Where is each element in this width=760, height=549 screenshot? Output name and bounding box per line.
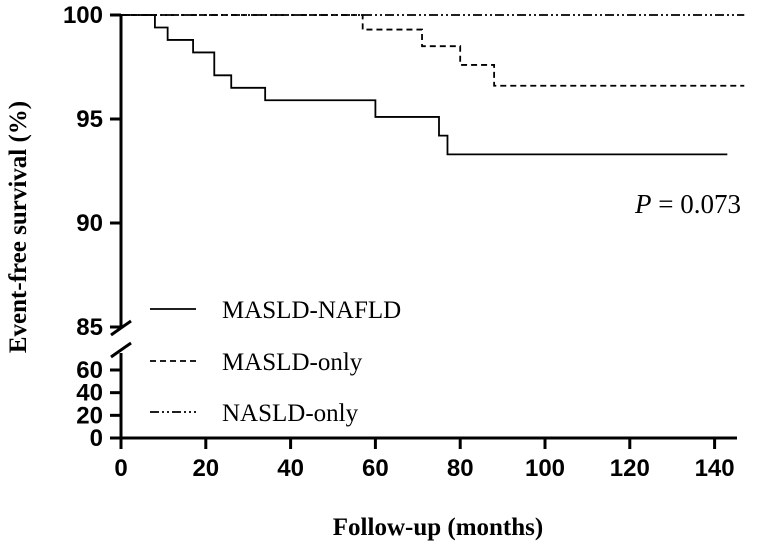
x-tick-label: 80 — [447, 455, 474, 482]
y-tick-label: 0 — [90, 425, 103, 452]
x-ticks: 0 20 40 60 80 100 120 140 — [114, 438, 735, 482]
y-tick-label: 90 — [76, 210, 103, 237]
y-tick-label: 95 — [76, 106, 103, 133]
x-tick-label: 40 — [277, 455, 304, 482]
x-tick-label: 0 — [114, 455, 127, 482]
legend-label-masld-only: MASLD-only — [222, 349, 363, 376]
p-value-text: = 0.073 — [652, 189, 741, 219]
legend-label-nasld-only: NASLD-only — [222, 400, 359, 427]
survival-curves — [121, 14, 745, 156]
curve-masld-only — [121, 14, 745, 87]
x-tick-label: 140 — [695, 455, 735, 482]
x-axis-title: Follow-up (months) — [333, 514, 543, 541]
legend-label-masld-nafld: MASLD-NAFLD — [222, 297, 401, 324]
y-tick-label: 60 — [76, 357, 103, 384]
x-tick-label: 20 — [192, 455, 219, 482]
x-tick-label: 100 — [525, 455, 565, 482]
y-tick-label: 85 — [76, 314, 103, 341]
y-tick-label: 40 — [76, 380, 103, 407]
p-value-annotation: P = 0.073 — [634, 189, 741, 219]
y-tick-label: 20 — [76, 402, 103, 429]
y-tick-label: 100 — [63, 2, 103, 29]
legend: MASLD-NAFLD MASLD-only NASLD-only — [150, 297, 401, 427]
x-tick-label: 60 — [362, 455, 389, 482]
y-axis-title: Event-free survival (%) — [5, 101, 32, 353]
curve-masld-nafld — [121, 14, 728, 156]
p-value-prefix: P — [634, 189, 652, 219]
x-tick-label: 120 — [610, 455, 650, 482]
